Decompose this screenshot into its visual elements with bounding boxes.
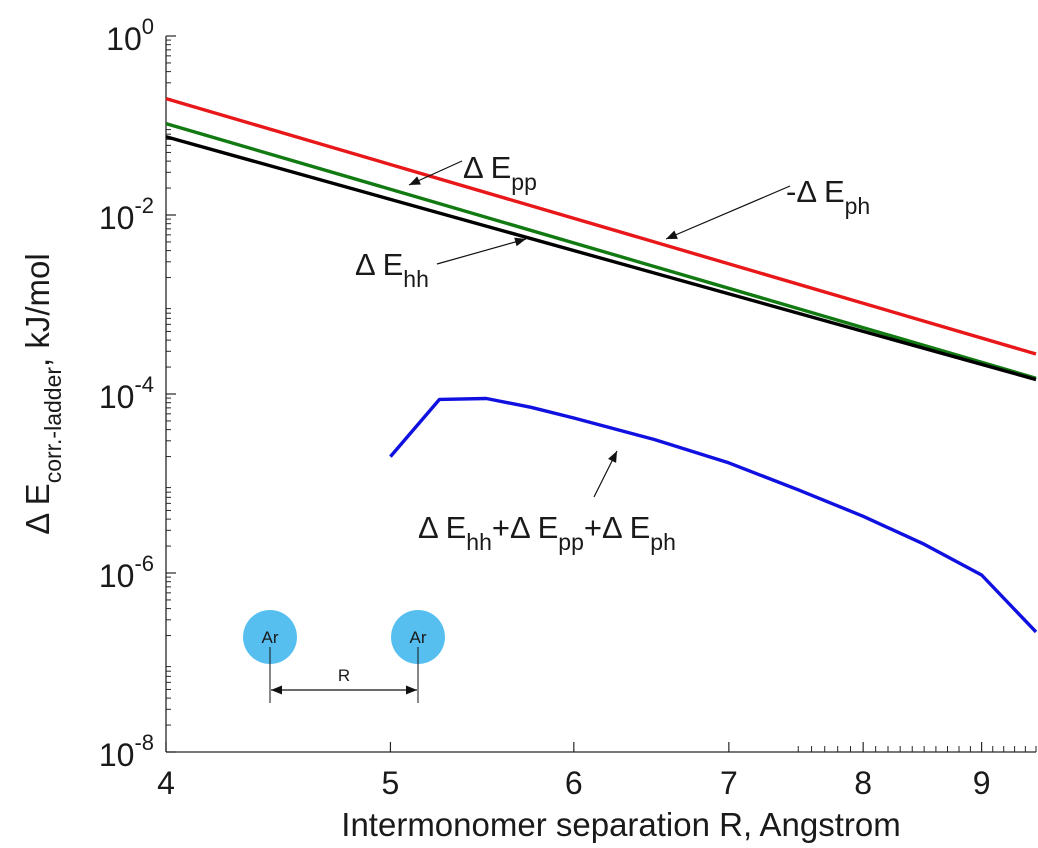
y-tick-label: 10-4 [99, 372, 154, 415]
label-delta-e-ph: -Δ Eph [786, 174, 870, 219]
arrow-sum [593, 450, 618, 498]
series-line-hh [165, 135, 1037, 382]
label-delta-e-hh: Δ Ehh [355, 247, 429, 292]
atom-left-label: Ar [262, 628, 279, 647]
arrow-hh [436, 237, 527, 265]
series [165, 96, 1038, 634]
arrow-pp [408, 160, 463, 186]
label-delta-e-sum: Δ Ehh+Δ Epp+Δ Eph [418, 510, 676, 555]
series-line-sum [389, 396, 1038, 634]
distance-label: R [338, 666, 350, 685]
label-delta-e-pp: Δ Epp [463, 150, 537, 195]
x-tick-label: 5 [382, 765, 400, 801]
atom-right-label: Ar [410, 628, 427, 647]
x-tick-label: 8 [854, 765, 872, 801]
x-tick-label: 4 [157, 765, 175, 801]
y-tick-label: 100 [106, 14, 154, 57]
atom-right [391, 610, 445, 664]
series-line-pp [165, 121, 1037, 380]
x-tick-label: 9 [973, 765, 991, 801]
axes [165, 36, 1036, 753]
y-tick-label: 10-6 [99, 551, 154, 594]
y-tick-label: 10-8 [99, 730, 154, 773]
ticks: 10-8 10-6 10-4 10-2 100 4 5 6 7 8 9 [99, 14, 1037, 801]
distance-arrow-left [271, 685, 344, 695]
atom-inset: Ar Ar R [243, 610, 445, 703]
atom-left [243, 610, 297, 664]
y-tick-label: 10-2 [99, 193, 154, 236]
x-tick-label: 7 [720, 765, 738, 801]
x-axis-label: Intermonomer separation R, Angstrom [341, 806, 900, 843]
axis-labels: Intermonomer separation R, Angstrom Δ Eco… [19, 253, 901, 843]
arrow-ph [665, 185, 791, 240]
series-line-ph [165, 96, 1037, 356]
distance-arrow-right [344, 685, 417, 695]
annotations: Δ Epp -Δ Eph Δ Ehh Δ Ehh+Δ Epp+Δ Eph [355, 150, 870, 555]
x-tick-label: 6 [565, 765, 583, 801]
y-axis-label: Δ Ecorr.-ladder, kJ/mol [19, 253, 66, 534]
